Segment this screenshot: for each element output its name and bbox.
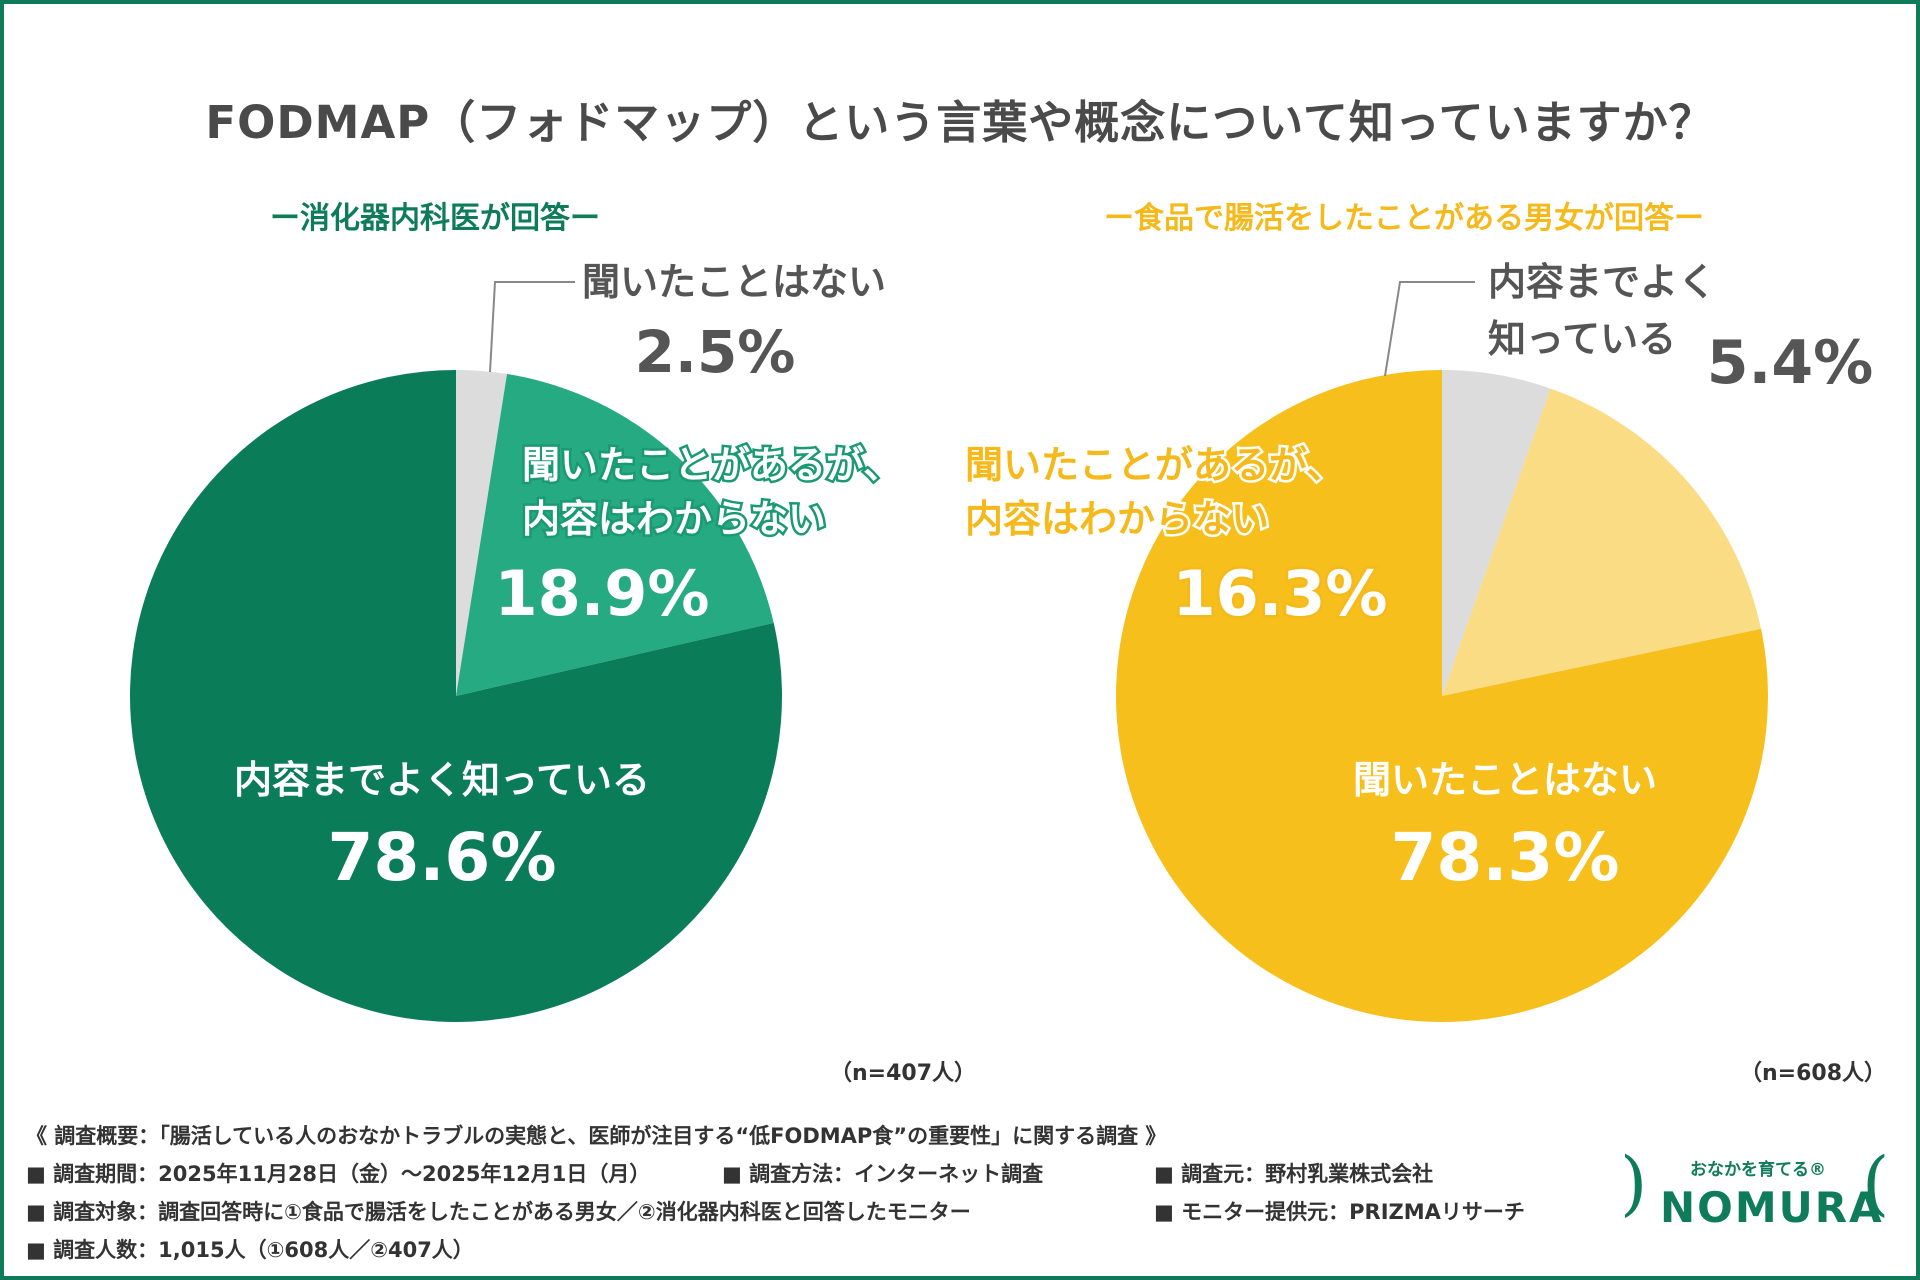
right-pie-slice-2 xyxy=(1442,388,1762,696)
right-label-never-heard: 聞いたことはない xyxy=(1353,758,1657,802)
footer-provider: ■ モニター提供元：PRIZMAリサーチ xyxy=(1154,1200,1525,1224)
logo-left-paren-icon: ) xyxy=(1620,1142,1648,1224)
footer-target: ■ 調査対象：調査回答時に①食品で腸活をしたことがある男女／②消化器内科医と回答… xyxy=(26,1200,971,1224)
logo-tagline: おなかを育てる® xyxy=(1690,1160,1826,1180)
left-pie-slice-3 xyxy=(130,370,782,1023)
footer-summary: 《 調査概要：「腸活している人のおなかトラブルの実態と、医師が注目する“低FOD… xyxy=(26,1124,1167,1148)
leader-line-right xyxy=(1384,281,1475,377)
right-n-label: （n=608人） xyxy=(1740,1061,1887,1086)
left-pie-slice-2 xyxy=(456,374,774,696)
left-value-heard-unknown: 18.9% xyxy=(494,557,709,630)
right-pie-slice-1 xyxy=(1442,370,1551,696)
logo-name: NOMURA xyxy=(1660,1183,1884,1232)
left-label-heard-unknown-1: 聞いたことがあるが、 xyxy=(522,443,901,487)
right-label-know-well-1: 内容までよく xyxy=(1488,260,1716,304)
footer-method: ■ 調査方法：インターネット調査 xyxy=(722,1162,1044,1186)
pie-left xyxy=(130,370,782,1023)
footer-period: ■ 調査期間：2025年11月28日（金）～2025年12月1日（月） xyxy=(26,1162,651,1186)
left-pie-slice-1 xyxy=(456,370,507,696)
right-value-never-heard: 78.3% xyxy=(1391,819,1620,896)
right-value-heard-unknown: 16.3% xyxy=(1172,557,1387,630)
chart-title: FODMAP（フォドマップ）という言葉や概念について知っていますか？ xyxy=(205,96,1715,149)
left-label-never-heard-text: 聞いたことはない xyxy=(582,260,886,304)
left-value-know-well: 78.6% xyxy=(328,819,557,896)
logo-right-paren-icon: ( xyxy=(1862,1142,1890,1224)
leader-line-left xyxy=(489,281,575,373)
right-label-heard-unknown-1: 聞いたことがあるが、 xyxy=(965,443,1344,487)
right-value-know-well: 5.4% xyxy=(1707,328,1873,398)
right-chart-subtitle: ー食品で腸活をしたことがある男女が回答ー xyxy=(1104,201,1704,236)
left-label-heard-unknown-2: 内容はわからない xyxy=(522,497,826,541)
footer-count: ■ 調査人数：1,015人（①608人／②407人） xyxy=(26,1238,474,1262)
footer-source: ■ 調査元：野村乳業株式会社 xyxy=(1154,1162,1434,1186)
left-value-never-heard: 2.5% xyxy=(635,318,796,386)
right-label-heard-unknown-2: 内容はわからない xyxy=(965,497,1269,541)
pie-right xyxy=(1116,370,1768,1022)
right-pie-slice-3 xyxy=(1116,370,1768,1022)
left-chart-subtitle: ー消化器内科医が回答ー xyxy=(270,201,600,236)
left-n-label: （n=407人） xyxy=(830,1061,977,1086)
right-label-know-well-2: 知っている xyxy=(1488,317,1676,361)
left-label-never-heard: 聞いたことはない xyxy=(582,260,886,304)
left-label-know-well: 内容までよく知っている xyxy=(234,758,650,802)
